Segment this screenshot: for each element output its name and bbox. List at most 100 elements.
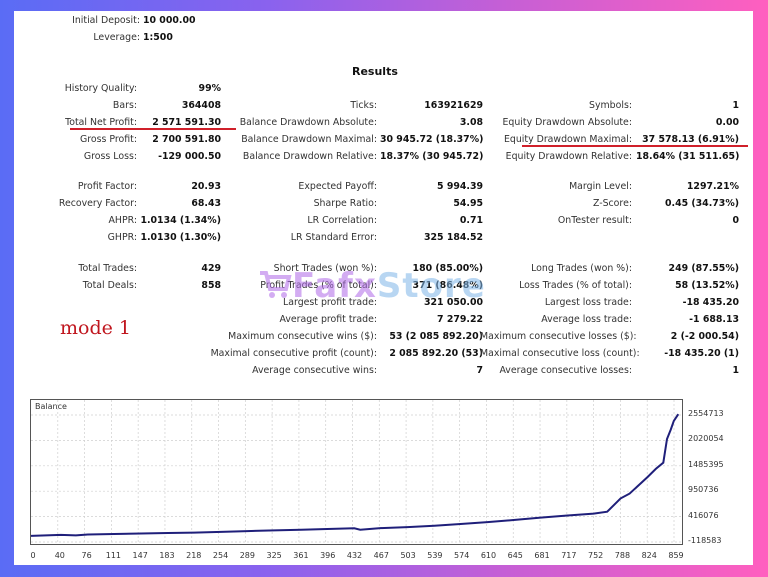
- maximal-consecutive-loss-label: Maximal consecutive loss (count):: [480, 348, 640, 359]
- x-axis-tick-label: 788: [614, 551, 631, 560]
- total-deals-value: 858: [201, 280, 221, 291]
- ahpr-label: AHPR:: [108, 215, 138, 226]
- max-consecutive-losses-value: 2 (-2 000.54): [670, 331, 739, 342]
- largest-profit-trade-value: 321 050.00: [423, 297, 483, 308]
- margin-level-value: 1297.21%: [686, 181, 739, 192]
- chart-title: Balance: [35, 402, 67, 411]
- x-axis-tick-label: 76: [81, 551, 92, 560]
- x-axis-tick-label: 859: [668, 551, 684, 560]
- gross-profit-label: Gross Profit:: [79, 134, 137, 145]
- sharpe-ratio-value: 54.95: [453, 198, 483, 209]
- largest-loss-trade-value: -18 435.20: [682, 297, 739, 308]
- results-title: Results: [352, 65, 398, 78]
- x-axis-tick-label: 574: [454, 551, 470, 560]
- total-trades-label: Total Trades:: [78, 263, 137, 274]
- balance-dd-relative-label: Balance Drawdown Relative:: [242, 151, 377, 162]
- balance-dd-absolute-value: 3.08: [459, 117, 483, 128]
- equity-dd-maximal-label: Equity Drawdown Maximal:: [503, 134, 632, 145]
- x-axis-tick-label: 183: [159, 551, 175, 560]
- x-axis-tick-label: 539: [427, 551, 443, 560]
- ghpr-label: GHPR:: [107, 232, 137, 243]
- symbols-value: 1: [732, 100, 739, 111]
- sharpe-ratio-label: Sharpe Ratio:: [313, 198, 377, 209]
- x-axis-tick-label: 361: [293, 551, 309, 560]
- x-axis-tick-label: 254: [212, 551, 229, 560]
- total-net-profit-underline: [70, 128, 236, 130]
- balance-chart-plot: [31, 400, 682, 544]
- lr-standard-error-label: LR Standard Error:: [290, 232, 377, 243]
- initial-deposit-label: Initial Deposit:: [72, 15, 140, 26]
- leverage-value: 1:500: [143, 32, 173, 43]
- average-profit-trade-label: Average profit trade:: [279, 314, 377, 325]
- history-quality-label: History Quality:: [64, 83, 137, 94]
- x-axis-tick-label: 503: [400, 551, 416, 560]
- initial-deposit-value: 10 000.00: [143, 15, 196, 26]
- mode-annotation: mode 1: [60, 317, 131, 339]
- y-axis-tick-label: 416076: [688, 510, 719, 520]
- max-consecutive-losses-label: Maximum consecutive losses ($):: [480, 331, 637, 342]
- profit-factor-value: 20.93: [191, 181, 221, 192]
- x-axis-tick-label: 40: [54, 551, 65, 560]
- balance-line: [31, 413, 680, 537]
- x-axis-tick-label: 325: [266, 551, 282, 560]
- x-axis-tick-label: 717: [561, 551, 577, 560]
- equity-dd-relative-label: Equity Drawdown Relative:: [505, 151, 632, 162]
- y-axis-tick-label: -118583: [688, 536, 722, 545]
- lr-correlation-value: 0.71: [459, 215, 483, 226]
- average-consecutive-wins-value: 7: [476, 365, 483, 376]
- balance-chart: Balance: [30, 399, 683, 545]
- x-axis-tick-label: 218: [186, 551, 202, 560]
- balance-dd-maximal-label: Balance Drawdown Maximal:: [241, 134, 377, 145]
- equity-dd-relative-value: 18.64% (31 511.65): [636, 151, 740, 162]
- short-trades-value: 180 (85.00%): [412, 263, 483, 274]
- x-axis-tick-label: 432: [346, 551, 363, 560]
- recovery-factor-value: 68.43: [191, 198, 221, 209]
- balance-dd-maximal-value: 30 945.72 (18.37%): [380, 134, 484, 145]
- total-net-profit-value: 2 571 591.30: [152, 117, 221, 128]
- margin-level-label: Margin Level:: [569, 181, 632, 192]
- y-axis-tick-label: 1485395: [688, 459, 724, 469]
- maximal-consecutive-profit-value: 2 085 892.20 (53): [389, 348, 483, 359]
- bars-label: Bars:: [112, 100, 137, 111]
- equity-dd-maximal-underline: [522, 145, 748, 147]
- long-trades-label: Long Trades (won %):: [531, 263, 632, 274]
- lr-standard-error-value: 325 184.52: [423, 232, 483, 243]
- ghpr-value: 1.0130 (1.30%): [140, 232, 221, 243]
- maximal-consecutive-profit-label: Maximal consecutive profit (count):: [210, 348, 377, 359]
- equity-dd-absolute-label: Equity Drawdown Absolute:: [502, 117, 632, 128]
- ahpr-value: 1.0134 (1.34%): [140, 215, 221, 226]
- x-axis-tick-label: 467: [373, 551, 389, 560]
- x-axis-tick-label: 824: [641, 551, 657, 560]
- ticks-label: Ticks:: [350, 100, 377, 111]
- profit-factor-label: Profit Factor:: [77, 181, 137, 192]
- history-quality-value: 99%: [198, 83, 221, 94]
- ontester-result-label: OnTester result:: [557, 215, 632, 226]
- x-axis-tick-label: 289: [239, 551, 255, 560]
- equity-dd-absolute-value: 0.00: [715, 117, 739, 128]
- x-axis-tick-label: 610: [480, 551, 497, 560]
- average-consecutive-losses-label: Average consecutive losses:: [499, 365, 632, 376]
- y-axis-tick-label: 2020054: [688, 434, 724, 444]
- largest-loss-trade-label: Largest loss trade:: [544, 297, 632, 308]
- gross-loss-value: -129 000.50: [158, 151, 221, 162]
- expected-payoff-label: Expected Payoff:: [298, 181, 377, 192]
- profit-trades-label: Profit Trades (% of total):: [260, 280, 377, 291]
- x-axis-tick-label: 681: [534, 551, 550, 560]
- short-trades-label: Short Trades (won %):: [273, 263, 377, 274]
- average-consecutive-wins-label: Average consecutive wins:: [252, 365, 377, 376]
- average-loss-trade-label: Average loss trade:: [541, 314, 632, 325]
- z-score-value: 0.45 (34.73%): [664, 198, 739, 209]
- x-axis-tick-label: 0: [30, 551, 36, 560]
- loss-trades-value: 58 (13.52%): [675, 280, 739, 291]
- equity-dd-maximal-value: 37 578.13 (6.91%): [642, 134, 739, 145]
- balance-dd-absolute-label: Balance Drawdown Absolute:: [239, 117, 377, 128]
- gross-loss-label: Gross Loss:: [83, 151, 137, 162]
- total-net-profit-label: Total Net Profit:: [65, 117, 137, 128]
- average-profit-trade-value: 7 279.22: [437, 314, 483, 325]
- loss-trades-label: Loss Trades (% of total):: [519, 280, 632, 291]
- average-loss-trade-value: -1 688.13: [689, 314, 739, 325]
- gross-profit-value: 2 700 591.80: [152, 134, 221, 145]
- total-deals-label: Total Deals:: [82, 280, 137, 291]
- x-axis-tick-label: 396: [320, 551, 336, 560]
- ontester-result-value: 0: [732, 215, 739, 226]
